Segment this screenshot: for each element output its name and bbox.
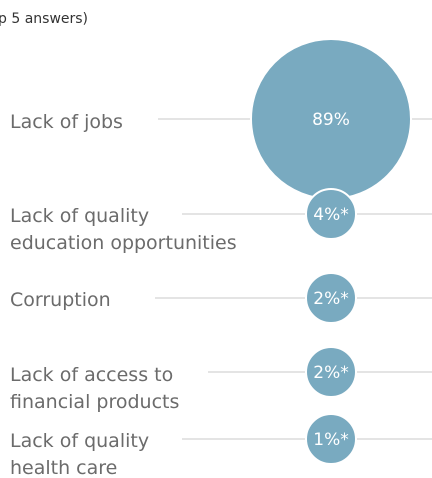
bubble-row: 89% Lack of jobs (10, 38, 432, 200)
category-label: Lack of quality (10, 430, 149, 452)
value-label: 2%* (313, 289, 348, 309)
bubble (305, 413, 357, 465)
chart-subtitle: p 5 answers) (0, 11, 89, 27)
bubble-row: 2%* Lack of access to financial products (10, 346, 432, 413)
category-label: financial products (10, 391, 179, 413)
category-label: health care (10, 457, 117, 478)
category-label: education opportunities (10, 232, 237, 254)
value-label: 2%* (313, 363, 348, 383)
bubble (305, 188, 357, 240)
value-label: 4%* (313, 205, 348, 225)
category-label: Lack of quality (10, 205, 149, 227)
value-label: 89% (312, 110, 350, 130)
bubble-row: 1%* Lack of quality health care (10, 413, 432, 478)
category-label: Corruption (10, 289, 111, 311)
category-label: Lack of jobs (10, 111, 123, 133)
bubble-row: 2%* Corruption (10, 272, 432, 324)
bubble-row: 4%* Lack of quality education opportunitie… (10, 188, 432, 254)
bubble (305, 272, 357, 324)
value-label: 1%* (313, 430, 348, 450)
bubble (305, 346, 357, 398)
category-label: Lack of access to (10, 364, 173, 386)
